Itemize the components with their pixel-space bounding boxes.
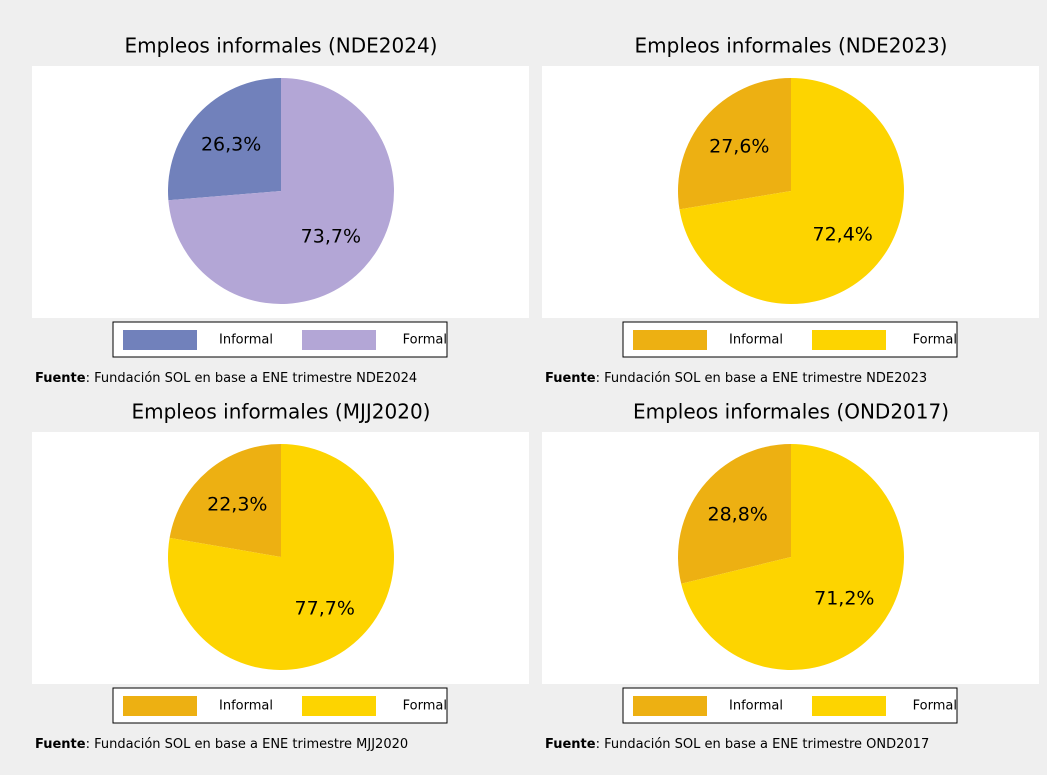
value-label: 26,3% [201, 134, 261, 156]
legend-label: Informal [219, 333, 273, 348]
pie-slice [678, 78, 791, 210]
value-label: 22,3% [207, 494, 267, 516]
source-text: : Fundación SOL en base a ENE trimestre … [596, 371, 928, 386]
chart-title: Empleos informales (NDE2023) [635, 34, 948, 58]
source-label: Fuente [545, 371, 596, 386]
source-text: : Fundación SOL en base a ENE trimestre … [596, 737, 930, 752]
value-label: 27,6% [709, 136, 769, 158]
legend-swatch [812, 330, 886, 350]
pie-slice [681, 444, 904, 670]
value-label: 73,7% [301, 225, 361, 247]
source-note: Fuente: Fundación SOL en base a ENE trim… [35, 737, 408, 752]
source-label: Fuente [545, 737, 596, 752]
legend-swatch [633, 696, 707, 716]
source-label: Fuente [35, 371, 86, 386]
chart-title: Empleos informales (OND2017) [633, 400, 949, 424]
legend [622, 321, 958, 358]
source-text: : Fundación SOL en base a ENE trimestre … [86, 737, 409, 752]
pie-slice [169, 444, 281, 557]
legend-swatch [812, 696, 886, 716]
legend-label: Formal [913, 333, 957, 348]
value-label: 28,8% [708, 504, 768, 526]
legend-swatch [123, 330, 197, 350]
source-note: Fuente: Fundación SOL en base a ENE trim… [35, 371, 417, 386]
source-label: Fuente [35, 737, 86, 752]
legend-swatch [302, 330, 376, 350]
value-label: 72,4% [813, 223, 873, 245]
legend-label: Informal [729, 699, 783, 714]
legend-swatch [633, 330, 707, 350]
legend-swatch [123, 696, 197, 716]
value-label: 71,2% [814, 587, 874, 609]
chart-title: Empleos informales (NDE2024) [125, 34, 438, 58]
source-note: Fuente: Fundación SOL en base a ENE trim… [545, 371, 927, 386]
legend-label: Formal [913, 699, 957, 714]
pie-slice [677, 444, 791, 584]
source-text: : Fundación SOL en base a ENE trimestre … [86, 371, 418, 386]
chart-title: Empleos informales (MJJ2020) [131, 400, 430, 424]
pie-slice [168, 78, 281, 201]
legend-label: Formal [403, 333, 447, 348]
value-label: 77,7% [295, 597, 355, 619]
legend-swatch [302, 696, 376, 716]
legend-label: Formal [403, 699, 447, 714]
legend-label: Informal [729, 333, 783, 348]
legend-label: Informal [219, 699, 273, 714]
pie-slice [168, 78, 394, 304]
source-note: Fuente: Fundación SOL en base a ENE trim… [545, 737, 929, 752]
pie-slice [679, 78, 904, 304]
pie-slice [168, 444, 394, 671]
